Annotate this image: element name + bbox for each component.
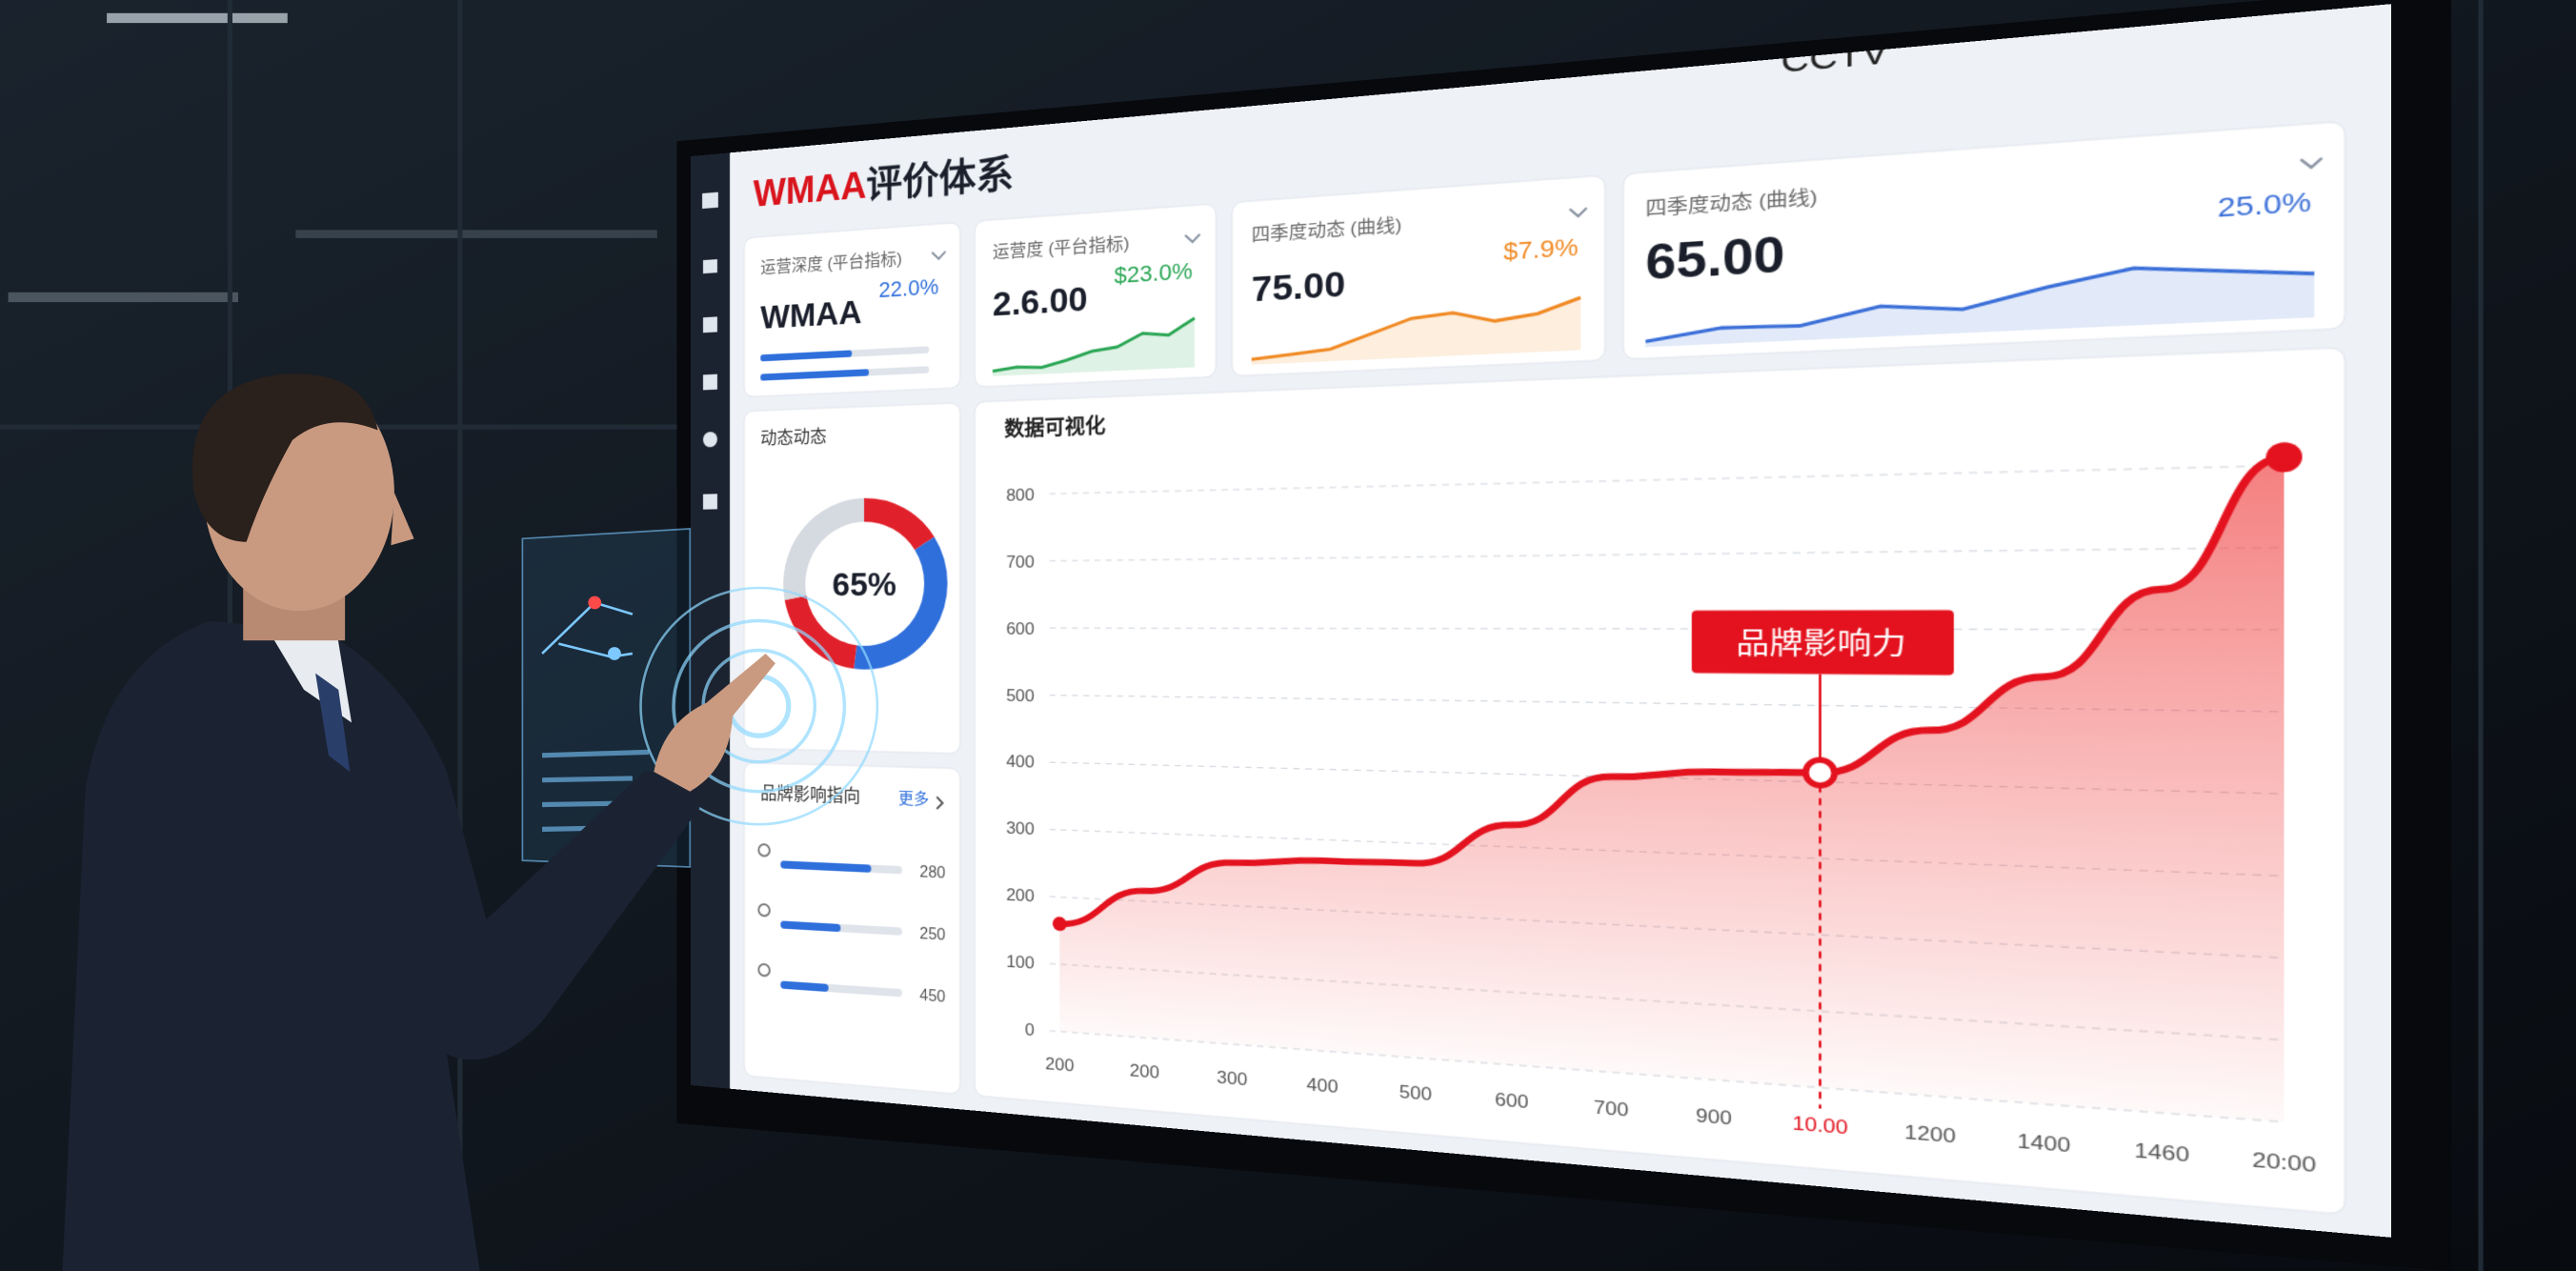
y-tick-label: 700 — [1006, 553, 1035, 572]
highlight-point — [1805, 759, 1834, 786]
nav-bar — [691, 152, 731, 1089]
list-link[interactable]: 更多 — [898, 789, 929, 808]
ceiling-light — [107, 12, 288, 24]
x-tick-label: 400 — [1307, 1075, 1338, 1098]
card — [1232, 175, 1604, 376]
y-tick-label: 200 — [1006, 886, 1035, 906]
x-tick-label: 900 — [1696, 1105, 1732, 1129]
x-tick-label: 200 — [1130, 1061, 1159, 1083]
x-tick-label: 1460 — [2134, 1140, 2189, 1167]
card-value: 65.00 — [1645, 228, 1784, 292]
chart-title: 数据可视化 — [1004, 414, 1105, 441]
y-tick-label: 600 — [1006, 619, 1035, 638]
row-value: 450 — [919, 987, 945, 1006]
y-tick-label: 400 — [1006, 753, 1035, 773]
annotation: 品牌影响力 — [1736, 627, 1906, 661]
card-change: 22.0% — [879, 274, 939, 303]
y-tick-label: 0 — [1025, 1020, 1035, 1040]
x-tick-label: 600 — [1495, 1090, 1528, 1113]
y-tick-label: 800 — [1006, 486, 1035, 505]
y-tick-label: 100 — [1006, 953, 1035, 974]
ceiling-light — [8, 292, 239, 303]
x-tick-label: 10.00 — [1792, 1113, 1847, 1139]
x-tick-label: 700 — [1594, 1098, 1628, 1121]
y-tick-label: 500 — [1006, 686, 1035, 705]
card — [744, 763, 960, 1095]
x-tick-label: 20:00 — [2252, 1149, 2316, 1178]
x-tick-label: 200 — [1045, 1055, 1074, 1076]
ceiling-light — [295, 230, 657, 238]
screen: WMAA评价体系 CCTV 运营深度 (平台指标) WMAA 22.0% 运营度 (平… — [691, 4, 2392, 1238]
donut-center: 65% — [833, 565, 896, 603]
line-area — [1059, 457, 2284, 1122]
card-change: $7.9% — [1503, 233, 1578, 266]
y-tick-label: 300 — [1006, 819, 1035, 839]
card-change: 25.0% — [2218, 187, 2311, 223]
card-value: 75.00 — [1252, 263, 1345, 309]
row-value: 280 — [919, 863, 945, 882]
x-tick-label: 500 — [1399, 1082, 1432, 1105]
card-change: $23.0% — [1115, 258, 1193, 289]
card — [975, 204, 1216, 388]
brand: WMAA — [754, 164, 867, 214]
x-tick-label: 1400 — [2018, 1130, 2071, 1157]
x-tick-label: 1200 — [1904, 1121, 1956, 1147]
list-title: 品牌影响指向 — [760, 783, 860, 807]
card-value: 2.6.00 — [993, 278, 1088, 323]
donut-title: 动态动态 — [760, 426, 826, 449]
nav-icons — [702, 192, 718, 510]
card — [744, 222, 960, 396]
row-value: 250 — [919, 925, 945, 944]
card-value: WMAA — [760, 293, 861, 335]
x-tick-label: 300 — [1217, 1068, 1247, 1090]
